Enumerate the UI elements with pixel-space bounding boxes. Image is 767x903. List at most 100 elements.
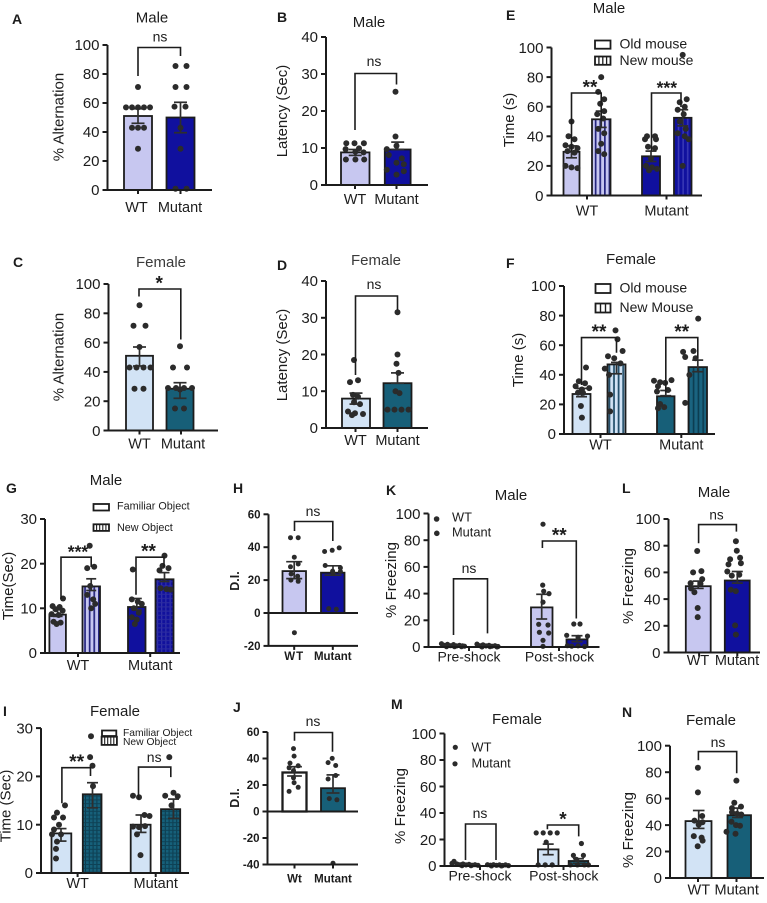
- svg-text:0: 0: [412, 639, 420, 656]
- svg-text:100: 100: [74, 37, 99, 54]
- svg-text:0: 0: [310, 420, 318, 437]
- svg-text:ns: ns: [306, 713, 321, 729]
- svg-text:0: 0: [92, 423, 100, 440]
- svg-text:Time(Sec): Time(Sec): [0, 552, 17, 621]
- svg-text:WT: WT: [589, 438, 612, 454]
- svg-text:New Object: New Object: [117, 522, 173, 534]
- svg-text:20: 20: [527, 158, 544, 175]
- svg-text:Mutant: Mutant: [134, 876, 178, 892]
- svg-text:WT: WT: [284, 651, 304, 663]
- svg-text:20: 20: [20, 556, 37, 573]
- svg-text:0: 0: [654, 870, 662, 887]
- svg-text:Male: Male: [593, 0, 626, 17]
- svg-text:40: 40: [301, 273, 318, 290]
- svg-text:100: 100: [637, 738, 662, 755]
- svg-text:20: 20: [301, 347, 318, 364]
- svg-text:Time (Sec): Time (Sec): [0, 770, 15, 843]
- svg-text:Wt: Wt: [287, 874, 302, 886]
- svg-text:Post-shock: Post-shock: [529, 868, 599, 884]
- svg-text:40: 40: [404, 586, 421, 603]
- svg-text:New Object: New Object: [123, 737, 176, 748]
- svg-text:0: 0: [548, 426, 556, 443]
- svg-text:ns: ns: [462, 560, 477, 576]
- svg-text:20: 20: [248, 575, 261, 587]
- svg-text:-40: -40: [243, 860, 260, 872]
- svg-text:Familiar Object: Familiar Object: [123, 728, 192, 739]
- svg-text:Mutant: Mutant: [314, 874, 352, 886]
- svg-text:60: 60: [527, 99, 544, 116]
- svg-text:60: 60: [404, 559, 421, 576]
- svg-text:80: 80: [644, 538, 661, 555]
- svg-text:30: 30: [301, 310, 318, 327]
- svg-text:Mutant: Mutant: [314, 651, 352, 663]
- svg-text:% Alternation: % Alternation: [51, 73, 68, 161]
- svg-text:40: 40: [644, 591, 661, 608]
- svg-text:100: 100: [395, 506, 420, 523]
- svg-text:**: **: [583, 78, 598, 99]
- svg-text:G: G: [6, 480, 17, 496]
- svg-text:20: 20: [420, 832, 437, 849]
- svg-text:80: 80: [539, 308, 556, 325]
- svg-text:Female: Female: [686, 712, 736, 729]
- svg-text:100: 100: [518, 40, 543, 57]
- svg-text:WT: WT: [344, 433, 367, 449]
- svg-text:Pre-shock: Pre-shock: [448, 868, 512, 884]
- svg-text:L: L: [622, 480, 631, 496]
- svg-text:New mouse: New mouse: [620, 52, 694, 68]
- svg-text:Mutant: Mutant: [644, 204, 688, 220]
- svg-text:M: M: [391, 696, 403, 712]
- svg-text:I: I: [3, 703, 7, 719]
- svg-text:80: 80: [83, 66, 100, 83]
- svg-text:Pre-shock: Pre-shock: [437, 649, 501, 665]
- svg-text:**: **: [69, 752, 84, 773]
- svg-text:% Freezing: % Freezing: [620, 548, 637, 624]
- svg-text:N: N: [622, 704, 632, 720]
- svg-text:Female: Female: [492, 711, 542, 728]
- svg-text:WT: WT: [472, 739, 492, 754]
- svg-text:E: E: [506, 7, 515, 23]
- svg-text:10: 10: [301, 140, 318, 157]
- svg-text:WT: WT: [452, 510, 472, 525]
- svg-text:**: **: [141, 542, 156, 563]
- svg-text:Latency (Sec): Latency (Sec): [274, 65, 291, 158]
- svg-text:60: 60: [644, 565, 661, 582]
- svg-text:Familiar Object: Familiar Object: [117, 501, 190, 513]
- svg-text:0: 0: [29, 645, 37, 662]
- svg-text:40: 40: [301, 29, 318, 46]
- svg-text:WT: WT: [67, 658, 90, 674]
- svg-text:Female: Female: [351, 252, 401, 269]
- svg-text:**: **: [552, 526, 567, 547]
- svg-text:Female: Female: [90, 703, 140, 720]
- svg-text:60: 60: [539, 337, 556, 354]
- svg-text:Mutant: Mutant: [158, 200, 202, 216]
- svg-text:80: 80: [84, 306, 101, 323]
- svg-text:D.I.: D.I.: [228, 571, 242, 590]
- svg-text:10: 10: [20, 601, 37, 618]
- svg-text:80: 80: [527, 69, 544, 86]
- svg-text:ns: ns: [367, 276, 382, 292]
- svg-text:80: 80: [645, 764, 662, 781]
- svg-text:A: A: [12, 11, 22, 27]
- svg-text:Male: Male: [353, 14, 386, 31]
- svg-text:0: 0: [310, 177, 318, 194]
- svg-text:20: 20: [301, 103, 318, 120]
- svg-text:100: 100: [635, 511, 660, 528]
- svg-text:60: 60: [247, 727, 260, 739]
- svg-text:40: 40: [645, 817, 662, 834]
- svg-text:0: 0: [428, 858, 436, 875]
- svg-text:Male: Male: [90, 472, 123, 489]
- svg-text:0: 0: [25, 865, 33, 882]
- svg-text:Mutant: Mutant: [715, 883, 759, 899]
- svg-text:40: 40: [248, 542, 261, 554]
- svg-text:B: B: [277, 9, 287, 25]
- svg-text:60: 60: [645, 791, 662, 808]
- svg-text:Mutant: Mutant: [659, 438, 703, 454]
- svg-text:Mutant: Mutant: [715, 653, 759, 669]
- svg-text:WT: WT: [66, 876, 89, 892]
- svg-text:***: ***: [657, 78, 678, 98]
- svg-text:80: 80: [420, 752, 437, 769]
- svg-text:D: D: [277, 257, 287, 273]
- svg-text:*: *: [559, 810, 567, 831]
- svg-text:Mutant: Mutant: [452, 525, 492, 540]
- svg-text:Male: Male: [136, 10, 169, 27]
